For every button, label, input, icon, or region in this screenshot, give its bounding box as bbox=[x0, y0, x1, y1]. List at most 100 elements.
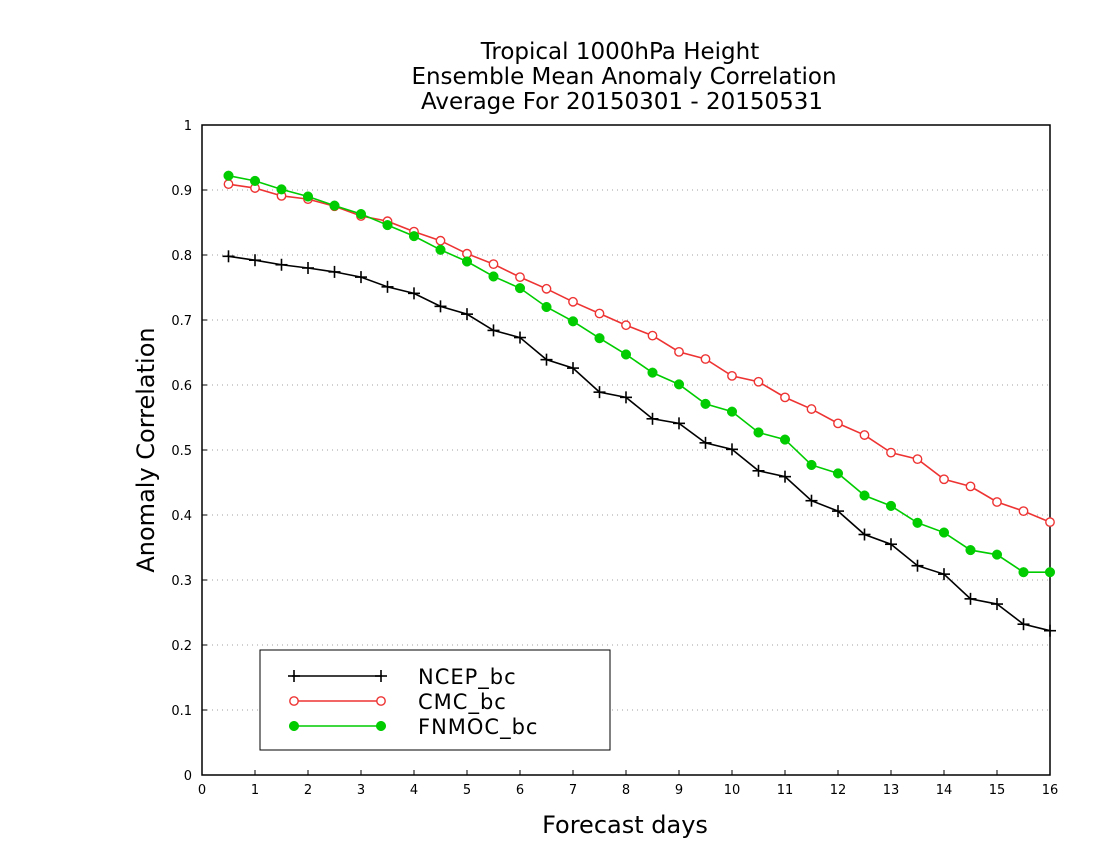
point-fnmoc-bc-23 bbox=[832, 468, 844, 479]
point-cmc-bc-13 bbox=[568, 296, 578, 307]
point-fnmoc-bc-26 bbox=[912, 517, 923, 528]
point-cmc-bc-22 bbox=[806, 404, 817, 414]
point-ncep-bc-22 bbox=[805, 494, 818, 507]
y-tick-label-2: 0.2 bbox=[171, 639, 192, 654]
x-tick-label-5: 5 bbox=[463, 783, 471, 798]
point-cmc-bc-16 bbox=[647, 330, 658, 341]
point-ncep-bc-14 bbox=[593, 386, 606, 399]
point-fnmoc-bc-3 bbox=[302, 191, 314, 202]
point-fnmoc-bc-4 bbox=[329, 200, 340, 211]
series-line-cmc-bc bbox=[228, 183, 1051, 523]
point-ncep-bc-11 bbox=[514, 331, 526, 344]
point-cmc-bc-25 bbox=[886, 447, 896, 458]
point-fnmoc-bc-21 bbox=[779, 434, 791, 445]
point-ncep-bc-8 bbox=[434, 300, 447, 313]
y-tick-label-10: 1 bbox=[184, 119, 192, 134]
point-cmc-bc-27 bbox=[939, 474, 949, 485]
legend-marker-end bbox=[375, 720, 387, 732]
point-ncep-bc-4 bbox=[328, 265, 341, 278]
point-cmc-bc-29 bbox=[992, 497, 1002, 507]
x-tick-label-10: 10 bbox=[724, 783, 741, 798]
x-axis: 0 1 2 3 4 5 6 7 8 9 10 11 12 13 14 15 16 bbox=[198, 770, 1058, 798]
point-cmc-bc-31 bbox=[1045, 517, 1055, 528]
point-ncep-bc-2 bbox=[275, 258, 288, 271]
point-fnmoc-bc-2 bbox=[276, 184, 287, 195]
legend-item-cmc-bc: CMC_bc bbox=[289, 690, 507, 715]
point-ncep-bc-7 bbox=[408, 287, 420, 300]
point-fnmoc-bc-27 bbox=[938, 527, 950, 538]
point-ncep-bc-27 bbox=[938, 568, 950, 581]
point-cmc-bc-10 bbox=[488, 259, 499, 269]
point-ncep-bc-23 bbox=[832, 505, 844, 518]
point-ncep-bc-10 bbox=[487, 324, 500, 337]
legend-marker-end bbox=[376, 696, 386, 706]
point-ncep-bc-18 bbox=[699, 436, 712, 449]
point-fnmoc-bc-15 bbox=[620, 349, 632, 360]
point-ncep-bc-25 bbox=[885, 538, 897, 551]
series-line-ncep-bc bbox=[228, 255, 1051, 632]
point-cmc-bc-18 bbox=[700, 354, 711, 364]
point-ncep-bc-21 bbox=[779, 470, 791, 483]
point-fnmoc-bc-18 bbox=[700, 398, 711, 409]
legend-label: FNMOC_bc bbox=[418, 715, 538, 740]
point-ncep-bc-6 bbox=[381, 280, 394, 293]
point-ncep-bc-31 bbox=[1044, 624, 1056, 637]
y-tick-label-4: 0.4 bbox=[171, 509, 192, 524]
point-ncep-bc-15 bbox=[620, 391, 632, 404]
y-tick-label-1: 0.1 bbox=[171, 704, 192, 719]
x-tick-label-0: 0 bbox=[198, 783, 206, 798]
grid bbox=[202, 189, 1050, 711]
x-tick-label-14: 14 bbox=[936, 783, 953, 798]
point-fnmoc-bc-1 bbox=[249, 175, 261, 186]
point-ncep-bc-26 bbox=[911, 559, 924, 572]
point-fnmoc-bc-24 bbox=[859, 490, 870, 501]
x-axis-title: Forecast days bbox=[542, 811, 708, 839]
series-ncep-bc bbox=[222, 250, 1056, 637]
point-cmc-bc-20 bbox=[753, 376, 764, 387]
point-cmc-bc-12 bbox=[541, 283, 552, 294]
y-tick-label-0: 0 bbox=[184, 769, 192, 784]
x-tick-label-6: 6 bbox=[516, 783, 524, 798]
point-cmc-bc-23 bbox=[833, 418, 843, 429]
point-cmc-bc-15 bbox=[621, 320, 631, 331]
y-axis: 0 0.1 0.2 0.3 0.4 0.5 0.6 0.7 0.8 0.9 1 bbox=[171, 119, 207, 784]
title-line-1: Tropical 1000hPa Height bbox=[480, 39, 760, 65]
point-ncep-bc-3 bbox=[302, 262, 314, 274]
point-fnmoc-bc-25 bbox=[885, 500, 897, 511]
point-ncep-bc-20 bbox=[752, 464, 765, 477]
x-tick-label-4: 4 bbox=[410, 783, 418, 798]
point-fnmoc-bc-11 bbox=[514, 283, 526, 294]
y-tick-label-8: 0.8 bbox=[171, 249, 192, 264]
point-cmc-bc-24 bbox=[859, 430, 870, 440]
y-tick-label-7: 0.7 bbox=[171, 314, 192, 329]
point-fnmoc-bc-8 bbox=[435, 244, 446, 255]
point-cmc-bc-17 bbox=[674, 346, 684, 357]
point-ncep-bc-24 bbox=[858, 528, 871, 541]
point-fnmoc-bc-14 bbox=[594, 333, 605, 344]
point-cmc-bc-0 bbox=[223, 179, 234, 190]
y-tick-label-6: 0.6 bbox=[171, 379, 192, 394]
legend-label: CMC_bc bbox=[418, 690, 507, 715]
point-fnmoc-bc-30 bbox=[1018, 567, 1029, 578]
legend-marker-start bbox=[288, 670, 300, 682]
legend-marker-end bbox=[375, 670, 387, 682]
x-tick-label-7: 7 bbox=[569, 783, 577, 798]
x-tick-label-11: 11 bbox=[777, 783, 794, 798]
point-cmc-bc-30 bbox=[1018, 506, 1029, 516]
y-tick-label-9: 0.9 bbox=[171, 184, 192, 199]
y-axis-title: Anomaly Correlation bbox=[132, 327, 160, 572]
y-tick-label-5: 0.5 bbox=[171, 444, 192, 459]
x-tick-label-1: 1 bbox=[251, 783, 259, 798]
point-cmc-bc-21 bbox=[780, 392, 790, 403]
x-tick-label-2: 2 bbox=[304, 783, 312, 798]
point-fnmoc-bc-17 bbox=[673, 379, 685, 390]
point-fnmoc-bc-12 bbox=[541, 301, 552, 313]
chart-title: Tropical 1000hPa Height Ensemble Mean An… bbox=[411, 39, 836, 115]
point-cmc-bc-8 bbox=[435, 235, 446, 246]
point-ncep-bc-29 bbox=[991, 598, 1003, 611]
title-line-3: Average For 20150301 - 20150531 bbox=[421, 89, 823, 115]
x-tick-label-8: 8 bbox=[622, 783, 630, 798]
point-ncep-bc-9 bbox=[461, 308, 473, 321]
